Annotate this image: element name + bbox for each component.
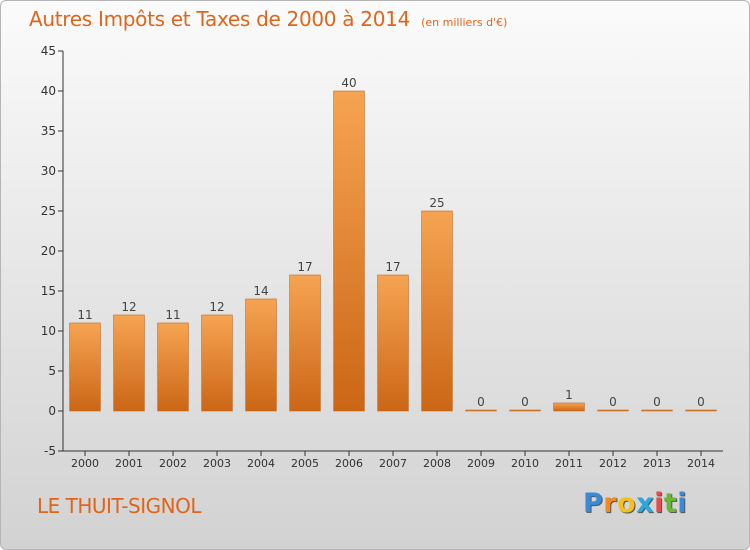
data-label: 11 bbox=[77, 308, 92, 322]
bar bbox=[377, 274, 409, 412]
x-tick-label: 2009 bbox=[467, 457, 495, 470]
logo-letter: o bbox=[617, 488, 637, 519]
proxiti-logo: Proxiti bbox=[583, 488, 687, 519]
bar bbox=[553, 402, 585, 412]
x-tick-label: 2006 bbox=[335, 457, 363, 470]
x-tick-label: 2014 bbox=[687, 457, 715, 470]
y-tick-label: -5 bbox=[44, 444, 56, 458]
data-label: 12 bbox=[209, 300, 224, 314]
x-tick-label: 2002 bbox=[159, 457, 187, 470]
x-tick-label: 2012 bbox=[599, 457, 627, 470]
x-tick-label: 2001 bbox=[115, 457, 143, 470]
logo-letter: P bbox=[583, 488, 604, 519]
data-label: 14 bbox=[253, 284, 268, 298]
x-tick-label: 2005 bbox=[291, 457, 319, 470]
bar bbox=[289, 274, 321, 412]
y-tick-label: 45 bbox=[41, 44, 56, 58]
y-tick-label: 35 bbox=[41, 124, 56, 138]
logo-letter: t bbox=[663, 488, 678, 519]
x-tick-label: 2000 bbox=[71, 457, 99, 470]
data-label: 0 bbox=[521, 395, 529, 409]
bar bbox=[597, 409, 629, 412]
data-label: 17 bbox=[297, 260, 312, 274]
x-tick-label: 2013 bbox=[643, 457, 671, 470]
chart-title: Autres Impôts et Taxes de 2000 à 2014 bbox=[29, 7, 410, 31]
data-label: 0 bbox=[697, 395, 705, 409]
bar bbox=[641, 409, 673, 412]
data-label: 25 bbox=[429, 196, 444, 210]
y-tick-label: 10 bbox=[41, 324, 56, 338]
bar bbox=[685, 409, 717, 412]
x-tick-label: 2007 bbox=[379, 457, 407, 470]
bar bbox=[113, 314, 145, 412]
data-label: 17 bbox=[385, 260, 400, 274]
x-tick-label: 2011 bbox=[555, 457, 583, 470]
x-tick-label: 2008 bbox=[423, 457, 451, 470]
x-tick-label: 2003 bbox=[203, 457, 231, 470]
y-tick-label: 25 bbox=[41, 204, 56, 218]
data-label: 1 bbox=[565, 388, 573, 402]
x-tick-label: 2004 bbox=[247, 457, 275, 470]
y-tick-label: 30 bbox=[41, 164, 56, 178]
chart-title-block: Autres Impôts et Taxes de 2000 à 2014 (e… bbox=[29, 7, 507, 31]
logo-letter: i bbox=[654, 488, 664, 519]
bar bbox=[333, 90, 365, 412]
bar bbox=[157, 322, 189, 412]
y-tick-label: 5 bbox=[48, 364, 56, 378]
bar bbox=[421, 210, 453, 412]
data-label: 0 bbox=[477, 395, 485, 409]
x-tick-label: 2010 bbox=[511, 457, 539, 470]
bar bbox=[201, 314, 233, 412]
y-tick-label: 40 bbox=[41, 84, 56, 98]
bar bbox=[509, 409, 541, 412]
logo-letter: x bbox=[636, 488, 655, 519]
data-label: 40 bbox=[341, 76, 356, 90]
y-tick-label: 20 bbox=[41, 244, 56, 258]
bar bbox=[245, 298, 277, 412]
bar bbox=[69, 322, 101, 412]
logo-letter: r bbox=[603, 488, 618, 519]
y-tick-label: 0 bbox=[48, 404, 56, 418]
data-label: 0 bbox=[609, 395, 617, 409]
data-label: 12 bbox=[121, 300, 136, 314]
logo-letter: i bbox=[677, 488, 688, 519]
commune-name: LE THUIT-SIGNOL bbox=[37, 494, 201, 518]
data-label: 0 bbox=[653, 395, 661, 409]
chart-subtitle: (en milliers d'€) bbox=[421, 16, 508, 29]
y-tick-label: 15 bbox=[41, 284, 56, 298]
bar bbox=[465, 409, 497, 412]
data-label: 11 bbox=[165, 308, 180, 322]
